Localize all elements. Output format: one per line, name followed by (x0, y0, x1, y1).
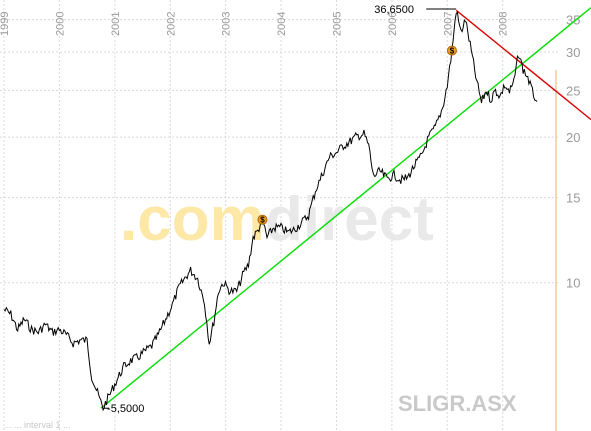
dividend-marker[interactable]: $ (257, 214, 268, 225)
x-tick-label: 2008 (498, 12, 510, 36)
y-tick-label: 25 (566, 83, 580, 98)
x-tick-label: 2004 (276, 12, 288, 36)
trend-line (100, 34, 559, 409)
dividend-marker-label: $ (450, 47, 455, 56)
x-axis-tick-labels: 1999 2000 2001 2002 2003 2004 2005 2006 2007 2008 (0, 12, 510, 36)
y-tick-label: 30 (566, 45, 580, 60)
chart-footer: ... ... interval 1 ... (4, 420, 71, 430)
trend-line-extension (557, 92, 591, 121)
dividend-marker-label: $ (260, 216, 265, 225)
y-axis-tick-labels: 10 15 20 25 30 35 (566, 13, 580, 291)
trend-line-extension (557, 7, 591, 36)
y-tick-label: 10 (566, 276, 580, 291)
price-line (3, 11, 538, 412)
dividend-marker[interactable]: $ (446, 45, 457, 56)
watermark: .com direct (120, 185, 434, 254)
y-tick-label: 15 (566, 191, 580, 206)
high-label: 36,6500 (374, 4, 414, 16)
watermark-left: .com (120, 185, 265, 254)
x-tick-label: 2000 (54, 12, 66, 36)
y-tick-label: 20 (566, 130, 580, 145)
low-label: -5,5000 (107, 403, 144, 415)
x-tick-label: 2005 (332, 12, 344, 36)
y-tick-label: 35 (566, 13, 580, 28)
trend-lines (100, 7, 591, 409)
watermark-right: direct (265, 185, 434, 254)
x-tick-label: 2003 (221, 12, 233, 36)
x-tick-label: 2006 (387, 12, 399, 36)
x-tick-label: 2007 (442, 12, 454, 36)
annotations: 36,6500 -5,5000 (103, 4, 457, 415)
dividend-marker-dot (446, 45, 457, 56)
dividend-markers: $$ (257, 45, 457, 225)
grid (0, 0, 558, 431)
trend-line (455, 9, 559, 94)
x-tick-label: 2002 (165, 12, 177, 36)
ticker-symbol: SLIGR.ASX (398, 391, 517, 416)
x-tick-label: 1999 (0, 12, 11, 36)
price-series (3, 11, 538, 412)
x-tick-label: 2001 (110, 12, 122, 36)
dividend-marker-dot (257, 214, 268, 225)
